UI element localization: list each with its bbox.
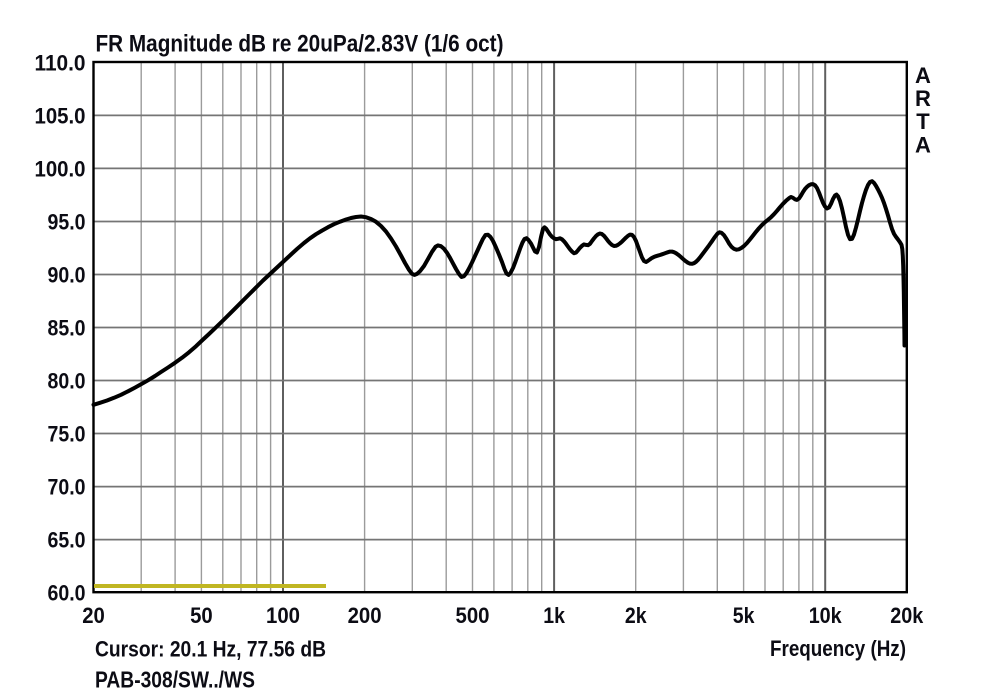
svg-text:Frequency (Hz): Frequency (Hz) — [770, 636, 906, 661]
svg-text:100: 100 — [266, 603, 300, 628]
svg-text:5k: 5k — [733, 603, 755, 628]
svg-text:2k: 2k — [625, 603, 647, 628]
svg-text:1k: 1k — [543, 603, 565, 628]
svg-text:105.0: 105.0 — [35, 103, 86, 128]
svg-text:80.0: 80.0 — [48, 369, 86, 394]
svg-text:60.0: 60.0 — [48, 581, 86, 606]
svg-text:FR Magnitude dB re 20uPa/2.83V: FR Magnitude dB re 20uPa/2.83V (1/6 oct) — [96, 31, 504, 58]
svg-text:T: T — [916, 109, 930, 134]
svg-text:10k: 10k — [809, 603, 843, 628]
svg-text:75.0: 75.0 — [48, 422, 86, 447]
svg-text:200: 200 — [348, 603, 382, 628]
svg-text:A: A — [915, 63, 931, 88]
svg-text:A: A — [915, 132, 931, 157]
svg-text:95.0: 95.0 — [48, 210, 86, 235]
svg-text:100.0: 100.0 — [35, 156, 86, 181]
svg-text:R: R — [915, 86, 931, 111]
svg-text:110.0: 110.0 — [35, 50, 86, 75]
svg-text:20k: 20k — [890, 603, 924, 628]
svg-text:50: 50 — [190, 603, 213, 628]
svg-text:85.0: 85.0 — [48, 316, 86, 341]
svg-text:70.0: 70.0 — [48, 475, 86, 500]
svg-text:Cursor: 20.1 Hz, 77.56 dB: Cursor: 20.1 Hz, 77.56 dB — [95, 637, 326, 662]
svg-text:90.0: 90.0 — [48, 263, 86, 288]
svg-text:PAB-308/SW../WS: PAB-308/SW../WS — [95, 667, 255, 693]
svg-text:500: 500 — [456, 603, 490, 628]
svg-text:65.0: 65.0 — [48, 528, 86, 553]
svg-text:20: 20 — [82, 603, 105, 628]
